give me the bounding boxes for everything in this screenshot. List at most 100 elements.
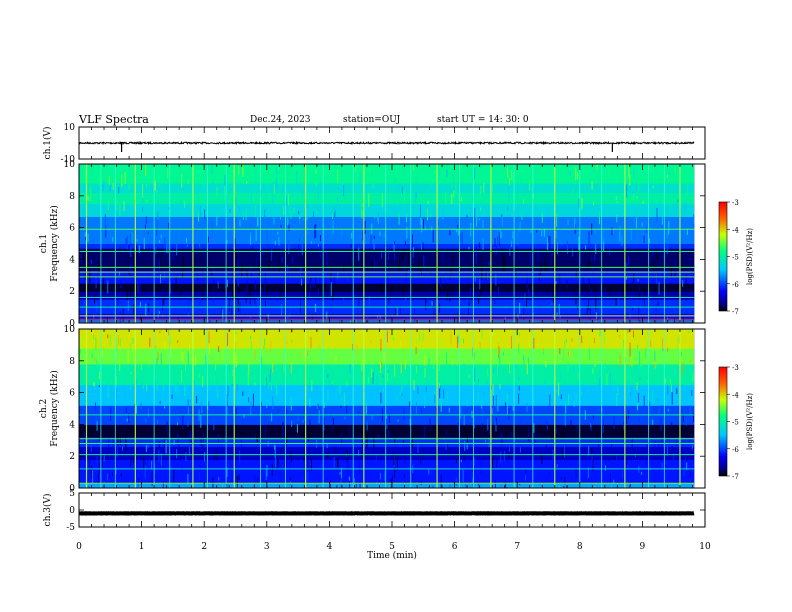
ch2-spectrogram-texture: [328, 379, 330, 385]
ch2-spectrogram-texture: [592, 414, 594, 420]
ch2-spectrogram-texture: [563, 427, 565, 439]
ch2-spectrogram-texture: [568, 394, 570, 406]
ch1-spectrogram-texture: [353, 294, 355, 308]
ch2-spectrogram-texture: [342, 453, 344, 461]
ch2-spectrogram-texture: [487, 418, 489, 431]
ch2-spectrogram-texture: [336, 485, 338, 488]
ch1-spectrogram-texture: [311, 313, 313, 320]
ch1-spectrogram-texture: [266, 229, 268, 244]
ch1-spectrogram-texture: [638, 185, 640, 192]
ch2-spectrogram-texture: [83, 341, 85, 347]
ch2-spectrogram-texture: [638, 392, 640, 403]
ch2-spectrogram-texture: [489, 345, 491, 356]
ch2-spectrogram-texture: [463, 363, 465, 373]
ch1-spectrogram-texture: [575, 269, 577, 278]
ch1-spectrogram-texture: [643, 235, 645, 244]
ch1-spectrogram-texture: [252, 196, 254, 200]
ch1-spectrogram-texture: [442, 250, 444, 261]
ch2-spectrogram-texture: [349, 364, 351, 373]
ch2-spectrogram-texture: [366, 421, 368, 431]
ch1-spectrogram-texture: [137, 282, 139, 293]
ch2-spectrogram-texture: [188, 447, 190, 456]
ch2-spectrogram-texture: [285, 409, 287, 415]
ch1-spectrogram-texture: [674, 270, 676, 277]
ch1-spectrogram-texture: [588, 279, 590, 290]
ch1-spectrogram-texture: [281, 256, 283, 264]
ch2-spectrogram-texture: [449, 447, 451, 459]
ch2-spectrogram-texture: [419, 332, 421, 341]
ch1-spectrogram-texture: [160, 274, 162, 284]
ch2-spectrogram-texture: [428, 426, 430, 438]
ch2-spectrogram-texture: [289, 477, 291, 482]
ch1-spectrogram-texture: [479, 173, 481, 176]
ch2-spectrogram-texture: [286, 455, 288, 468]
ch2-spectrogram-texture: [555, 428, 557, 434]
ch2-spectrogram-texture: [212, 477, 214, 488]
ch1-spectrogram-texture: [250, 265, 252, 277]
ch2-spectrogram-texture: [658, 442, 660, 453]
ch2-spectrogram-texture: [548, 471, 550, 475]
ch1-spectrogram-texture: [664, 279, 666, 292]
ch2-spectrogram-texture: [235, 331, 237, 335]
ch1-spectrogram-texture: [693, 223, 695, 228]
ch2-spectrogram-texture: [177, 432, 179, 444]
ch1-spectrogram-texture: [139, 282, 141, 292]
ch2-spectrogram-texture: [455, 458, 457, 463]
ch1-spectrogram-texture: [658, 281, 660, 295]
ch1-spectrogram-texture: [120, 280, 122, 289]
ch1-spectrogram-texture: [547, 209, 549, 217]
ch2-spectrogram-texture: [236, 384, 238, 392]
ch1-spectrogram-texture: [657, 254, 659, 261]
ch2-spectrogram-texture: [135, 404, 137, 414]
ch2-spectrogram-texture: [347, 487, 349, 488]
ch1-spectrogram-texture: [595, 295, 597, 310]
ch2-spectrogram-texture: [160, 352, 162, 365]
ch2-spectrogram-texture: [634, 454, 636, 458]
time-axis-label: Time (min): [367, 550, 417, 561]
ch2-spectrogram-texture: [678, 351, 680, 366]
time-tick-label: 2: [201, 542, 207, 552]
ch1-spectrogram-texture: [112, 183, 114, 190]
ch2-spectrogram-texture: [394, 467, 396, 478]
ch1-spectrogram-texture: [685, 174, 687, 183]
ch2-spectrogram-texture: [474, 430, 476, 435]
ch1-spectrogram-texture: [686, 228, 688, 235]
ch2-spectrogram-band: [79, 424, 695, 438]
ch2-spectrogram-texture: [682, 414, 684, 422]
ch2-spectrogram-texture: [670, 383, 672, 392]
ch1-spectrogram-texture: [383, 232, 385, 238]
ch1-spectrogram-texture: [636, 196, 638, 199]
ch2-spectrogram-texture: [372, 372, 374, 384]
ch1-spectrogram-texture: [229, 319, 231, 323]
ch1-spectrogram-texture: [544, 257, 546, 271]
ch1-spectrogram-texture: [450, 266, 452, 274]
ch2-spectrogram-texture: [189, 399, 191, 403]
ch2-spectrogram-texture: [376, 375, 378, 387]
ch1-spectrogram-texture: [321, 181, 323, 185]
ch2-spectrogram-texture: [245, 333, 247, 343]
ch1-spectrogram-texture: [288, 224, 290, 232]
ch1-spectrogram-texture: [287, 215, 289, 226]
ch1-spectrogram-texture: [285, 286, 287, 293]
ch2-spectrogram-texture: [207, 423, 209, 430]
ch1-spectrogram-texture: [608, 167, 610, 176]
ch1-spectrogram-texture: [585, 321, 587, 323]
ch1-spectrogram-texture: [184, 320, 186, 323]
ch2-spectrogram-texture: [691, 442, 693, 451]
ch1-spectrogram-texture: [451, 194, 453, 205]
ch1-spectrogram-texture: [607, 256, 609, 260]
ch1-spectrogram-texture: [630, 197, 632, 203]
ch2-spectrogram-texture: [664, 464, 666, 467]
ch2-spectrogram-texture: [373, 435, 375, 450]
ch2-spectrogram-texture: [487, 368, 489, 376]
ch1-spectrogram-texture: [615, 196, 617, 201]
ch2-spectrogram-texture: [641, 471, 643, 475]
ch1-spectrogram-texture: [301, 278, 303, 286]
ch1-spectrogram-texture: [594, 254, 596, 261]
ch1-spectrogram-texture: [172, 247, 174, 261]
ch2-spectrogram-texture: [107, 334, 109, 339]
ch2-spectrogram-texture: [281, 465, 283, 468]
ch1-spectrogram-band: [79, 283, 695, 292]
ch2-spectrogram-texture: [241, 431, 243, 438]
